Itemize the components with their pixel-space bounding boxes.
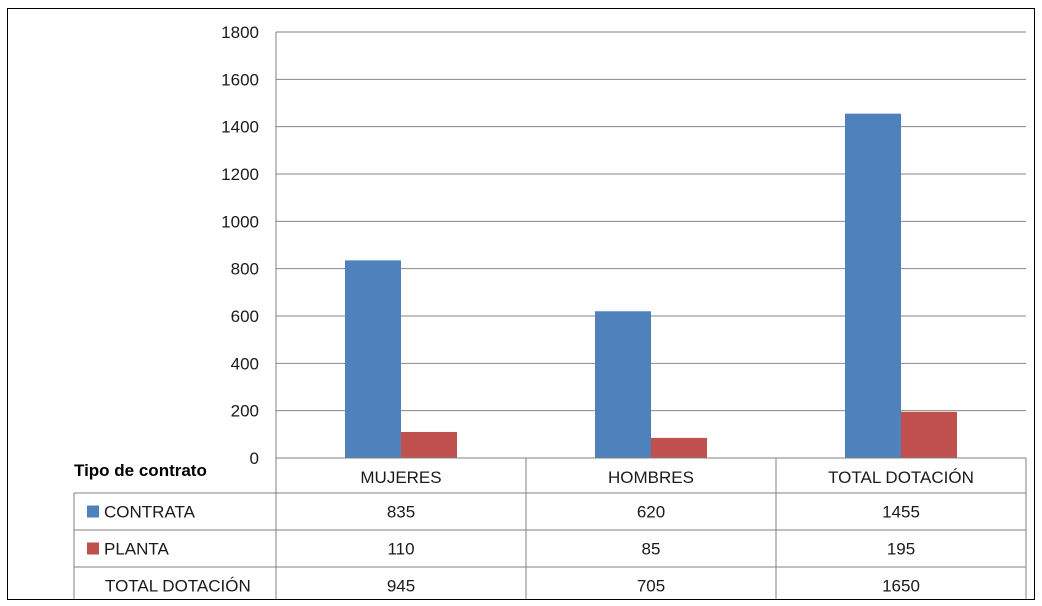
table-cell-value: 835	[387, 503, 415, 522]
bar-contrata	[595, 311, 651, 458]
row-label: TOTAL DOTACIÓN	[105, 577, 251, 596]
category-label: HOMBRES	[608, 468, 694, 487]
table-cell-value: 85	[642, 540, 661, 559]
legend-key-contrata	[87, 505, 99, 518]
table-cell-value: 620	[637, 503, 665, 522]
y-tick-label: 800	[231, 260, 259, 279]
category-label: MUJERES	[360, 468, 441, 487]
y-tick-label: 1000	[221, 212, 259, 231]
bar-planta	[401, 431, 457, 458]
y-tick-label: 1800	[221, 23, 259, 42]
y-axis-ticks: 0 200 400 600 800 1000 1200 1400 1600 1800	[221, 23, 259, 468]
table-cell-value: 1455	[882, 503, 920, 522]
bar-contrata	[845, 113, 901, 459]
table-cell-value: 705	[637, 577, 665, 596]
table-cell-value: 1650	[882, 577, 920, 596]
y-tick-label: 0	[250, 449, 259, 468]
chart-frame: 0 200 400 600 800 1000 1200 1400 1600 1800 Tipo d…	[7, 8, 1035, 600]
row-label: CONTRATA	[104, 503, 196, 522]
y-tick-label: 600	[231, 307, 259, 326]
data-table: Tipo de contrato MUJERES HOMBRES TOTAL DOT…	[73, 457, 1027, 599]
table-header-label: Tipo de contrato	[74, 461, 207, 480]
bar-chart: 0 200 400 600 800 1000 1200 1400 1600 1800 Tipo d…	[73, 23, 1027, 599]
row-label: PLANTA	[104, 540, 170, 559]
category-label: TOTAL DOTACIÓN	[828, 468, 974, 487]
y-tick-label: 1400	[221, 118, 259, 137]
table-cell-value: 195	[887, 540, 915, 559]
bar-contrata	[345, 260, 401, 458]
y-tick-label: 200	[231, 402, 259, 421]
y-tick-label: 1200	[221, 165, 259, 184]
table-cell-value: 110	[387, 540, 414, 559]
y-tick-label: 1600	[221, 70, 259, 89]
bar-planta	[651, 437, 707, 458]
bar-planta	[901, 411, 957, 458]
bars	[345, 113, 957, 459]
table-cell-value: 945	[387, 577, 415, 596]
y-tick-label: 400	[231, 354, 259, 373]
legend-key-planta	[87, 542, 99, 555]
